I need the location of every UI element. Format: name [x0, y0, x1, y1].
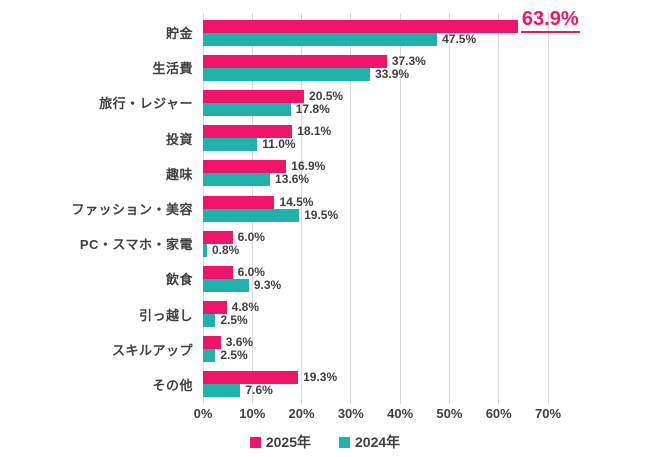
chart-row: 飲食 6.0% 9.3%: [0, 261, 650, 296]
legend-label: 2025年: [265, 434, 311, 450]
x-axis-tick-label: 20%: [288, 406, 315, 421]
chart-row: スキルアップ 3.6% 2.5%: [0, 332, 650, 367]
value-label-2025年: 14.5%: [279, 194, 314, 209]
value-label-2024年: 33.9%: [375, 66, 410, 81]
bar-2024年: [203, 138, 258, 152]
legend: 2025年 2024年: [0, 432, 650, 452]
value-label-2024年: 13.6%: [275, 172, 310, 187]
value-label-2024年: 19.5%: [304, 207, 339, 222]
bar-2025年: [203, 54, 387, 68]
value-label-2024年: 2.5%: [220, 313, 248, 328]
bar-2025年: [203, 230, 233, 244]
value-label-2024年: 17.8%: [295, 101, 330, 116]
legend-swatch-icon: [339, 436, 350, 448]
bar-2024年: [203, 349, 216, 363]
bar-2025年: [203, 125, 293, 139]
value-label-2025年: 16.9%: [291, 159, 326, 174]
value-label-2025年: 4.8%: [231, 300, 260, 315]
category-label: スキルアップ: [111, 342, 193, 358]
category-label: 旅行・レジャー: [99, 96, 193, 112]
x-axis-tick-label: 70%: [534, 406, 562, 421]
bar-2025年: [203, 371, 299, 385]
value-label-2025年: 6.0%: [237, 264, 265, 279]
value-label-2024年: 2.5%: [220, 348, 248, 363]
chart-row: PC・スマホ・家電 6.0% 0.8%: [0, 226, 650, 261]
bar-2025年: [203, 19, 518, 33]
bar-2025年: [203, 160, 287, 174]
x-axis-tick-label: 50%: [436, 406, 463, 421]
bar-2024年: [203, 32, 438, 46]
value-label-2024年: 7.6%: [245, 383, 273, 398]
bar-2024年: [203, 67, 371, 81]
value-label-2024年: 0.8%: [211, 242, 240, 257]
bar-2024年: [203, 208, 300, 222]
category-label: ファッション・美容: [71, 202, 193, 218]
chart-row: 趣味 16.9% 13.6%: [0, 156, 650, 191]
bar-2024年: [203, 314, 216, 328]
category-label: 引っ越し: [138, 307, 193, 323]
x-axis-tick-label: 0%: [193, 406, 213, 421]
bar-2025年: [203, 265, 233, 279]
chart-row: 旅行・レジャー 20.5% 17.8%: [0, 85, 650, 120]
chart-row: その他 19.3% 7.6%: [0, 367, 650, 402]
category-label: 飲食: [165, 272, 193, 288]
value-label-2025年: 19.3%: [303, 370, 338, 385]
bar-2025年: [203, 301, 227, 315]
gridline: [301, 13, 303, 404]
category-label: 投資: [165, 131, 193, 147]
x-axis-tick-label: 30%: [337, 406, 364, 421]
bar-2025年: [203, 336, 221, 350]
gridline: [498, 13, 500, 404]
chart-row: 投資 18.1% 11.0%: [0, 121, 650, 156]
legend-label: 2024年: [355, 434, 401, 450]
x-axis-tick-label: 40%: [387, 406, 414, 421]
category-label: 生活費: [152, 61, 193, 77]
bar-2024年: [203, 102, 291, 116]
category-label: PC・スマホ・家電: [79, 237, 193, 253]
category-label: その他: [152, 377, 193, 393]
bar-2024年: [203, 278, 249, 292]
value-label-2024年: 11.0%: [262, 137, 296, 152]
chart-row: 引っ越し 4.8% 2.5%: [0, 297, 650, 332]
legend-item-2025年: 2025年: [249, 432, 311, 452]
chart-row: ファッション・美容 14.5% 19.5%: [0, 191, 650, 226]
x-axis: 0% 10% 20% 30% 40% 50% 60% 70%: [0, 406, 650, 424]
gridline: [448, 13, 450, 404]
category-label: 趣味: [165, 166, 193, 182]
value-label-2025年: 18.1%: [297, 124, 332, 139]
value-label-2025年: 3.6%: [225, 335, 254, 350]
bar-2025年: [203, 195, 275, 209]
chart-row: 貯金 63.9% 47.5%: [0, 8, 650, 50]
bar-2024年: [203, 243, 207, 257]
value-label-2025年: 6.0%: [237, 229, 265, 244]
gridline: [547, 13, 549, 404]
value-label-2025年: 37.3%: [391, 53, 426, 68]
bar-2024年: [203, 173, 271, 187]
legend-swatch-icon: [249, 436, 261, 448]
chart-row: 生活費 37.3% 33.9%: [0, 50, 650, 85]
chart-rows: 貯金 63.9% 47.5% 生活費 37.3% 33.9% 旅行・レジャー 20.5% 17.…: [0, 8, 650, 402]
x-axis-tick-label: 10%: [239, 406, 266, 421]
category-label: 貯金: [165, 26, 193, 42]
gridline: [399, 13, 401, 404]
legend-item-2024年: 2024年: [339, 432, 400, 452]
gridline: [350, 13, 352, 404]
x-axis-tick-label: 60%: [485, 406, 512, 421]
bar-2025年: [203, 89, 305, 103]
value-label-2025年: 20.5%: [309, 88, 344, 103]
value-label-2024年: 9.3%: [253, 277, 282, 292]
highlighted-value-label: 63.9%: [520, 8, 580, 33]
bar-2024年: [203, 384, 241, 398]
value-label-2024年: 47.5%: [442, 31, 477, 46]
